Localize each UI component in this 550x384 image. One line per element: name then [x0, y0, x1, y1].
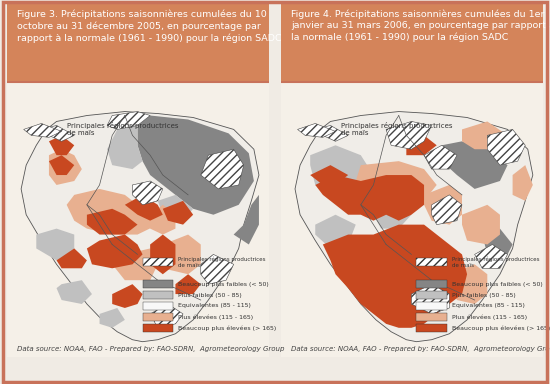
Polygon shape [310, 145, 373, 195]
Text: Principales régions productrices
de maïs: Principales régions productrices de maïs [452, 257, 540, 268]
Bar [416, 302, 447, 310]
Polygon shape [150, 235, 175, 274]
Text: Principales régions productrices
de maïs: Principales régions productrices de maïs [178, 257, 266, 268]
Bar [416, 280, 447, 288]
Text: Beaucoup plus faibles (< 50): Beaucoup plus faibles (< 50) [452, 281, 543, 287]
Polygon shape [315, 215, 356, 248]
Polygon shape [49, 155, 74, 175]
Polygon shape [234, 195, 259, 245]
Polygon shape [158, 308, 183, 324]
Polygon shape [356, 161, 437, 205]
Polygon shape [125, 195, 163, 221]
Bar [142, 258, 173, 266]
Polygon shape [163, 201, 193, 225]
Polygon shape [67, 189, 158, 235]
Text: Figure 4. Précipitations saisonnières cumulées du 1er
janvier au 31 mars 2006, e: Figure 4. Précipitations saisonnières cu… [291, 9, 550, 42]
Bar [283, 85, 540, 354]
Polygon shape [112, 284, 142, 308]
Polygon shape [112, 248, 158, 280]
Bar [9, 85, 266, 354]
Bar [142, 302, 173, 310]
Bar [416, 313, 447, 321]
Polygon shape [295, 112, 533, 342]
Polygon shape [57, 248, 87, 268]
Bar [142, 313, 173, 321]
Polygon shape [315, 175, 424, 221]
Polygon shape [100, 308, 125, 328]
Text: Equivalentes (85 - 115): Equivalentes (85 - 115) [452, 303, 525, 308]
Polygon shape [462, 205, 500, 245]
Polygon shape [150, 304, 183, 328]
Bar [7, 4, 269, 81]
Text: Principales régions productrices
de maïs: Principales régions productrices de maïs [67, 122, 178, 136]
Polygon shape [57, 280, 92, 304]
Polygon shape [133, 181, 163, 205]
Polygon shape [36, 228, 74, 260]
Bar [280, 4, 543, 81]
Polygon shape [158, 195, 193, 221]
Polygon shape [163, 235, 201, 274]
Text: Equivalentes (85 - 115): Equivalentes (85 - 115) [178, 303, 251, 308]
Text: Data source: NOAA, FAO - Prepared by: FAO-SDRN,  Agrometeorology Group: Data source: NOAA, FAO - Prepared by: FA… [17, 346, 284, 352]
Text: Plus élevées (115 - 165): Plus élevées (115 - 165) [452, 314, 527, 319]
Bar [7, 81, 269, 357]
Text: Principales régions productrices
de maïs: Principales régions productrices de maïs [340, 122, 452, 136]
Bar [416, 324, 447, 332]
Bar [416, 258, 447, 266]
Polygon shape [373, 201, 411, 228]
Polygon shape [107, 112, 150, 129]
Polygon shape [323, 225, 467, 328]
Polygon shape [406, 136, 437, 155]
Bar [280, 81, 543, 357]
Polygon shape [462, 121, 508, 149]
Polygon shape [150, 205, 175, 235]
Polygon shape [41, 126, 74, 141]
Polygon shape [201, 255, 234, 284]
Bar [142, 291, 173, 299]
Polygon shape [482, 228, 513, 255]
Bar [142, 280, 173, 288]
Polygon shape [24, 124, 62, 137]
Text: Plus élevées (115 - 165): Plus élevées (115 - 165) [178, 314, 253, 319]
Polygon shape [49, 149, 82, 185]
Polygon shape [386, 121, 432, 149]
Text: Beaucoup plus élevées (> 165): Beaucoup plus élevées (> 165) [178, 325, 276, 331]
Polygon shape [315, 126, 348, 141]
Polygon shape [298, 124, 336, 137]
Polygon shape [87, 209, 138, 235]
Polygon shape [138, 116, 254, 215]
Polygon shape [201, 149, 244, 189]
Text: Beaucoup plus élevées (> 165): Beaucoup plus élevées (> 165) [452, 325, 550, 331]
Polygon shape [513, 165, 533, 201]
Polygon shape [310, 165, 348, 185]
Text: Plus faibles (50 - 85): Plus faibles (50 - 85) [452, 293, 516, 298]
Polygon shape [49, 136, 74, 155]
Polygon shape [175, 274, 201, 294]
Polygon shape [424, 145, 457, 169]
Polygon shape [21, 112, 259, 342]
Bar [142, 324, 173, 332]
Polygon shape [487, 129, 525, 165]
Polygon shape [475, 245, 508, 268]
Polygon shape [87, 235, 142, 268]
Polygon shape [442, 141, 508, 189]
Polygon shape [424, 185, 462, 225]
Polygon shape [449, 264, 487, 304]
Text: Figure 3. Précipitations saisonnières cumulées du 10
octobre au 31 décembre 2005: Figure 3. Précipitations saisonnières cu… [17, 9, 282, 43]
Polygon shape [411, 284, 449, 314]
Text: Beaucoup plus faibles (< 50): Beaucoup plus faibles (< 50) [178, 281, 269, 287]
Polygon shape [432, 195, 462, 225]
Bar [416, 291, 447, 299]
Text: Plus faibles (50 - 85): Plus faibles (50 - 85) [178, 293, 242, 298]
Text: Data source: NOAA, FAO - Prepared by: FAO-SDRN,  Agrometeorology Group: Data source: NOAA, FAO - Prepared by: FA… [291, 346, 550, 352]
Polygon shape [107, 126, 142, 169]
